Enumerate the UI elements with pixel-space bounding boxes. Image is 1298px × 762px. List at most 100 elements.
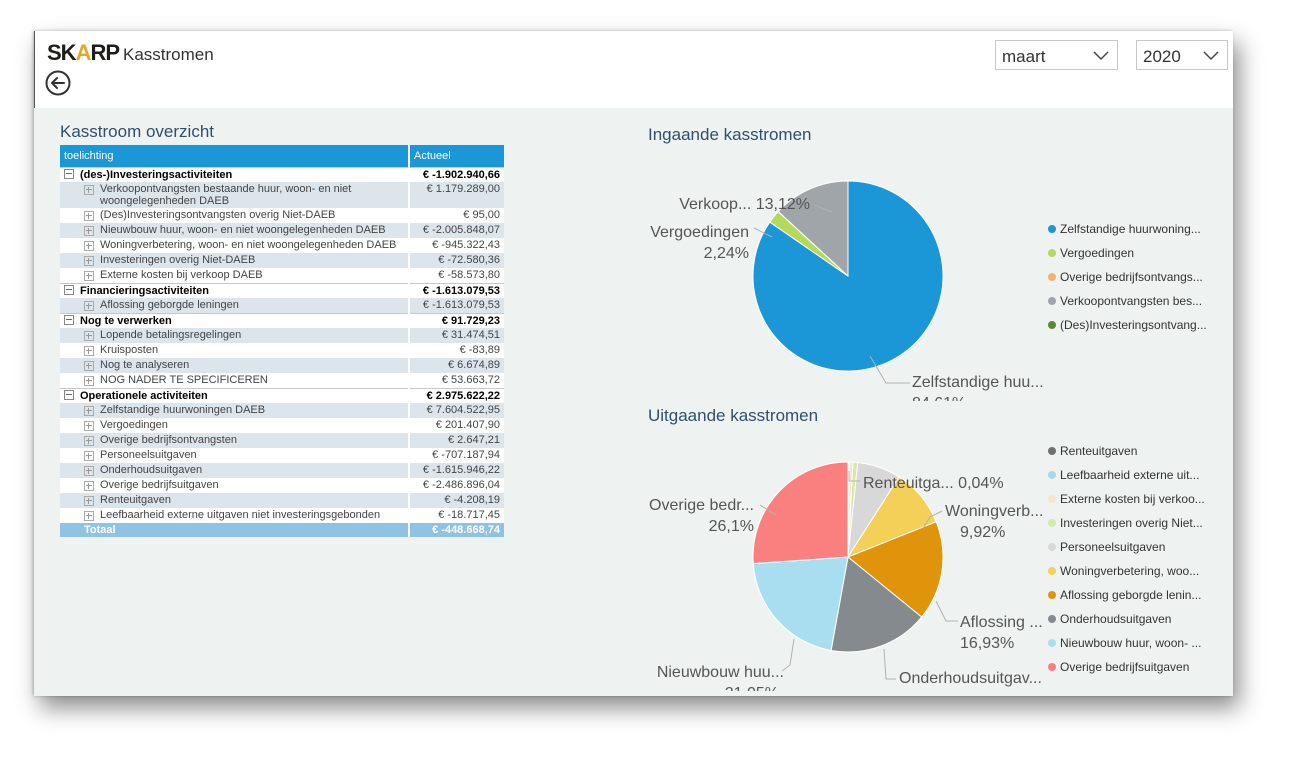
group-value: € 2.975.622,22 bbox=[408, 388, 504, 403]
table-row[interactable]: NOG NADER TE SPECIFICEREN € 53.663,72 bbox=[60, 373, 504, 389]
expand-icon[interactable] bbox=[84, 185, 94, 195]
slice-value: 9,92% bbox=[960, 524, 1005, 541]
collapse-icon[interactable] bbox=[64, 390, 74, 401]
table-row[interactable]: Overige bedrijfsontvangsten € 2.647,21 bbox=[60, 433, 504, 448]
expand-icon[interactable] bbox=[84, 436, 94, 446]
slice-label: Overige bedr... bbox=[649, 497, 754, 514]
pie-slice-3[interactable] bbox=[777, 180, 849, 278]
legend-label: Overige bedrijfsuitgaven bbox=[1060, 660, 1190, 674]
table-row[interactable]: Investeringen overig Niet-DAEB € -72.580,… bbox=[60, 253, 504, 268]
expand-icon[interactable] bbox=[84, 331, 94, 341]
month-slicer-value: maart bbox=[1002, 47, 1046, 66]
table-row[interactable]: Verkoopontvangsten bestaande huur, woon-… bbox=[60, 182, 504, 208]
legend-item[interactable]: Onderhoudsuitgaven bbox=[1048, 607, 1205, 631]
legend-item[interactable]: Investeringen overig Niet... bbox=[1048, 511, 1205, 535]
row-label: Nog te analyseren bbox=[100, 359, 190, 371]
expand-icon[interactable] bbox=[84, 481, 94, 491]
expand-icon[interactable] bbox=[84, 226, 94, 236]
collapse-icon[interactable] bbox=[64, 169, 74, 180]
row-label: Leefbaarheid externe uitgaven niet inves… bbox=[100, 509, 381, 521]
legend-item[interactable]: Aflossing geborgde lenin... bbox=[1048, 583, 1205, 607]
legend-item[interactable]: Woningverbetering, woo... bbox=[1048, 559, 1205, 583]
legend-item[interactable]: Zelfstandige huurwoning... bbox=[1048, 217, 1207, 241]
leader-line bbox=[848, 471, 860, 482]
row-label: Woningverbetering, woon- en niet woongel… bbox=[100, 239, 397, 251]
table-row[interactable]: Overige bedrijfsuitgaven € -2.486.896,04 bbox=[60, 478, 504, 493]
column-header-toelichting[interactable]: toelichting bbox=[60, 145, 409, 168]
expand-icon[interactable] bbox=[84, 346, 94, 356]
table-row[interactable]: Vergoedingen € 201.407,90 bbox=[60, 418, 504, 433]
legend-item[interactable]: Vergoedingen bbox=[1048, 241, 1207, 265]
legend-item[interactable]: Overige bedrijfsontvangs... bbox=[1048, 265, 1207, 289]
table-row[interactable]: Aflossing geborgde leningen € -1.613.079,… bbox=[60, 298, 504, 314]
legend-marker bbox=[1048, 543, 1056, 551]
table-row[interactable]: Nog te analyseren € 6.674,89 bbox=[60, 358, 504, 373]
legend-item[interactable]: Leefbaarheid externe uit... bbox=[1048, 463, 1205, 487]
group-row[interactable]: Nog te verwerken € 91.729,23 bbox=[60, 313, 504, 328]
table-row[interactable]: Lopende betalingsregelingen € 31.474,51 bbox=[60, 328, 504, 343]
table-row[interactable]: Externe kosten bij verkoop DAEB € -58.573… bbox=[60, 268, 504, 284]
collapse-icon[interactable] bbox=[64, 315, 74, 326]
expand-icon[interactable] bbox=[84, 241, 94, 251]
group-row[interactable]: Financieringsactiviteiten € -1.613.079,53 bbox=[60, 283, 504, 298]
collapse-icon[interactable] bbox=[64, 285, 74, 296]
table-row[interactable]: Kruisposten € -83,89 bbox=[60, 343, 504, 358]
pie-slice-6[interactable] bbox=[847, 521, 944, 618]
pie-slice-9[interactable] bbox=[752, 461, 849, 565]
group-row[interactable]: (des-)Investeringsactiviteiten € -1.902.9… bbox=[60, 167, 504, 182]
slice-value: 26,1% bbox=[709, 518, 754, 535]
legend-item[interactable]: Overige bedrijfsuitgaven bbox=[1048, 655, 1205, 679]
legend-item[interactable]: Personeelsuitgaven bbox=[1048, 535, 1205, 559]
group-row[interactable]: Operationele activiteiten € 2.975.622,22 bbox=[60, 388, 504, 403]
expand-icon[interactable] bbox=[84, 256, 94, 266]
year-slicer[interactable]: 2020 bbox=[1136, 40, 1228, 70]
expand-icon[interactable] bbox=[84, 211, 94, 221]
table-row[interactable]: Renteuitgaven € -4.208,19 bbox=[60, 493, 504, 508]
legend-marker bbox=[1048, 519, 1056, 527]
back-arrow-icon[interactable] bbox=[45, 70, 71, 96]
month-slicer[interactable]: maart bbox=[995, 40, 1118, 70]
pie-slice-8[interactable] bbox=[752, 556, 849, 652]
expand-icon[interactable] bbox=[84, 496, 94, 506]
expand-icon[interactable] bbox=[84, 271, 94, 281]
row-value: € 6.674,89 bbox=[408, 358, 504, 373]
table-row[interactable]: Personeelsuitgaven € -707.187,94 bbox=[60, 448, 504, 463]
expand-icon[interactable] bbox=[84, 361, 94, 371]
legend-marker bbox=[1048, 225, 1056, 233]
expand-icon[interactable] bbox=[84, 451, 94, 461]
table-row[interactable]: Nieuwbouw huur, woon- en niet woongelege… bbox=[60, 223, 504, 238]
row-label: Personeelsuitgaven bbox=[100, 449, 197, 461]
leader-line bbox=[883, 648, 896, 680]
legend-marker bbox=[1048, 591, 1056, 599]
row-value: € -1.613.079,53 bbox=[408, 298, 504, 314]
report-window: SKARP Kasstromen maart 2020 Kasstroom ov… bbox=[34, 31, 1233, 696]
legend-item[interactable]: Externe kosten bij verkoo... bbox=[1048, 487, 1205, 511]
table-row[interactable]: Woningverbetering, woon- en niet woongel… bbox=[60, 238, 504, 253]
row-value: € -2.486.896,04 bbox=[408, 478, 504, 493]
expand-icon[interactable] bbox=[84, 421, 94, 431]
table-row[interactable]: (Des)Investeringsontvangsten overig Niet… bbox=[60, 208, 504, 223]
table-row[interactable]: Zelfstandige huurwoningen DAEB € 7.604.52… bbox=[60, 403, 504, 418]
total-row: Totaal € -448.668,74 bbox=[60, 523, 504, 537]
slice-label: Nieuwbouw huu... bbox=[657, 664, 784, 681]
expand-icon[interactable] bbox=[84, 466, 94, 476]
legend-label: (Des)Investeringsontvang... bbox=[1060, 318, 1207, 332]
table-row[interactable]: Leefbaarheid externe uitgaven niet inves… bbox=[60, 508, 504, 523]
legend-item[interactable]: Verkoopontvangsten bes... bbox=[1048, 289, 1207, 313]
pie-slice-7[interactable] bbox=[830, 556, 923, 653]
expand-icon[interactable] bbox=[84, 406, 94, 416]
row-value: € -72.580,36 bbox=[408, 253, 504, 268]
column-header-actueel[interactable]: Actueel bbox=[408, 145, 504, 168]
table-row[interactable]: Onderhoudsuitgaven € -1.615.946,22 bbox=[60, 463, 504, 478]
expand-icon[interactable] bbox=[84, 301, 94, 311]
legend-item[interactable]: (Des)Investeringsontvang... bbox=[1048, 313, 1207, 337]
slice-value: 16,93% bbox=[960, 635, 1014, 652]
row-label-cell: Externe kosten bij verkoop DAEB bbox=[60, 268, 409, 284]
legend-item[interactable]: Renteuitgaven bbox=[1048, 439, 1205, 463]
legend-marker bbox=[1048, 273, 1056, 281]
legend-item[interactable]: Nieuwbouw huur, woon- ... bbox=[1048, 631, 1205, 655]
expand-icon[interactable] bbox=[84, 511, 94, 521]
expand-icon[interactable] bbox=[84, 376, 94, 386]
row-label-cell: Onderhoudsuitgaven bbox=[60, 463, 409, 478]
row-value: € 7.604.522,95 bbox=[408, 403, 504, 418]
